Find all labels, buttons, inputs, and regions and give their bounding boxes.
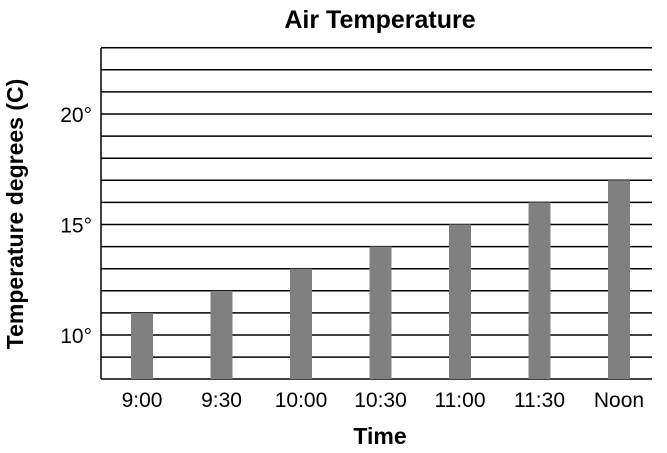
chart-title: Air Temperature <box>284 6 475 34</box>
x-tick-label: Noon <box>594 389 644 412</box>
y-tick-labels: 10° 15° 20° <box>60 104 92 348</box>
x-tick-labels: 9:00 9:30 10:00 10:30 11:00 11:30 Noon <box>122 389 645 412</box>
bar-11-00 <box>449 224 471 379</box>
x-tick-label: 10:00 <box>275 389 328 412</box>
bars <box>131 180 630 379</box>
bar-11-30 <box>528 202 551 379</box>
bar-noon <box>608 180 630 379</box>
x-axis-title: Time <box>353 423 406 449</box>
x-tick-label: 11:00 <box>435 389 486 412</box>
bar-10-30 <box>369 246 392 379</box>
y-tick-label: 15° <box>60 215 92 238</box>
y-tick-label: 10° <box>60 325 92 348</box>
bar-9-00 <box>131 312 153 379</box>
y-axis-title: Temperature degrees (C) <box>2 79 28 350</box>
bar-9-30 <box>210 290 233 379</box>
y-tick-label: 20° <box>60 104 92 127</box>
x-tick-label: 9:00 <box>122 389 163 412</box>
bar-10-00 <box>290 268 312 379</box>
x-tick-label: 9:30 <box>201 389 242 412</box>
x-tick-label: 11:30 <box>514 389 565 412</box>
x-tick-label: 10:30 <box>354 389 407 412</box>
